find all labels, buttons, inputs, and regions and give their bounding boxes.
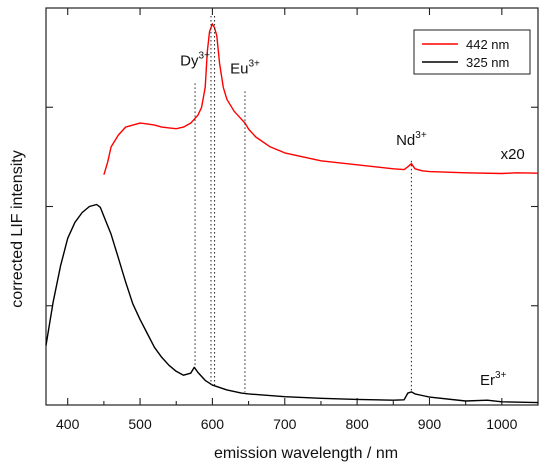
annotation-label: Er3+ (480, 370, 507, 389)
x-tick-label: 900 (418, 416, 442, 432)
annotation-label: Eu3+ (230, 59, 260, 78)
annotation-label: Dy3+ (180, 51, 210, 70)
x-tick-label: 1000 (486, 416, 517, 432)
annotation-label: Nd3+ (396, 130, 427, 149)
x-axis-label: emission wavelength / nm (214, 445, 398, 462)
x-tick-label: 800 (345, 416, 369, 432)
legend-entry: 442 nm (466, 37, 509, 52)
plot-frame: 400 500 600 700 800 900 1000 (45, 7, 539, 432)
x-tick-label: 700 (273, 416, 297, 432)
x-tick-label: 600 (201, 416, 225, 432)
x-tick-label: 500 (128, 416, 152, 432)
series-group (45, 23, 539, 404)
y-axis-label: corrected LIF intensity (9, 150, 26, 307)
legend-entry: 325 nm (466, 55, 509, 70)
legend-box (413, 29, 531, 75)
series-line-1 (45, 203, 539, 404)
series-line-0 (103, 23, 539, 175)
legend: 442 nm 325 nm (413, 29, 531, 75)
annotations-group: Dy3+Sm3+/Eu3+Eu3+Nd3+Er3+x20 (179, 0, 525, 393)
x-tick-label: 400 (56, 416, 80, 432)
annotation-label: x20 (501, 146, 525, 163)
